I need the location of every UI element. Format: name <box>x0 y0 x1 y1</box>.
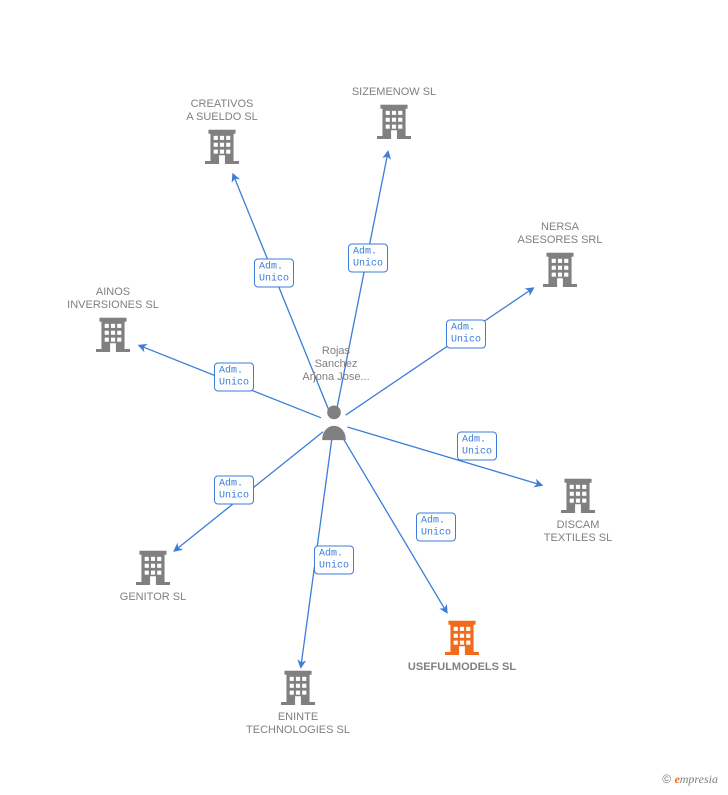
edge-label: Adm. Unico <box>348 244 388 273</box>
node-label: GENITOR SL <box>120 591 186 604</box>
node-label: AINOS INVERSIONES SL <box>67 286 159 312</box>
building-icon <box>445 621 479 655</box>
node-label: USEFULMODELS SL <box>408 661 516 674</box>
node-label: ENINTE TECHNOLOGIES SL <box>246 711 350 737</box>
nodes <box>96 105 595 705</box>
building-icon <box>281 671 315 705</box>
node-label: DISCAM TEXTILES SL <box>544 519 612 545</box>
edge <box>346 288 533 415</box>
footer: © empresia <box>662 772 718 787</box>
brand-logo-rest: mpresia <box>680 772 718 786</box>
edge-label: Adm. Unico <box>446 320 486 349</box>
building-icon <box>205 130 239 164</box>
edge-label: Adm. Unico <box>416 513 456 542</box>
person-icon <box>322 406 346 441</box>
building-icon <box>136 551 170 585</box>
center-node-label: Rojas Sanchez Arjona Jose... <box>302 345 369 385</box>
edge-label: Adm. Unico <box>214 363 254 392</box>
edge-label: Adm. Unico <box>314 546 354 575</box>
edges <box>140 152 542 667</box>
building-icon <box>561 479 595 513</box>
edge <box>347 427 541 485</box>
edge-label: Adm. Unico <box>214 476 254 505</box>
diagram-canvas <box>0 0 728 795</box>
building-icon <box>377 105 411 139</box>
node-label: SIZEMENOW SL <box>352 86 436 99</box>
building-icon <box>543 253 577 287</box>
node-label: CREATIVOS A SUELDO SL <box>186 98 258 124</box>
edge-label: Adm. Unico <box>457 432 497 461</box>
building-icon <box>96 318 130 352</box>
copyright-symbol: © <box>662 772 671 786</box>
node-label: NERSA ASESORES SRL <box>518 221 603 247</box>
edge-label: Adm. Unico <box>254 259 294 288</box>
